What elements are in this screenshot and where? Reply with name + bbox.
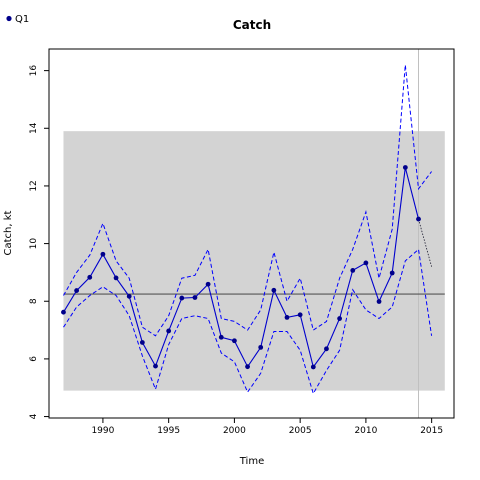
- data-point: [416, 216, 421, 222]
- x-tick-label: 2015: [420, 426, 443, 436]
- x-tick-label: 2005: [289, 426, 312, 436]
- data-point: [61, 309, 66, 315]
- y-tick-label: 8: [29, 298, 39, 304]
- y-axis-label: Catch, kt: [3, 210, 14, 255]
- chart-title: Catch: [233, 18, 271, 32]
- data-point: [153, 363, 158, 369]
- data-point: [310, 364, 316, 370]
- data-point: [113, 275, 119, 281]
- data-point: [363, 260, 369, 266]
- x-tick-label: 2000: [223, 426, 246, 436]
- data-point: [232, 338, 237, 344]
- legend-label: Q1: [15, 14, 29, 25]
- data-point: [192, 295, 198, 300]
- y-tick-label: 4: [29, 413, 39, 419]
- y-tick-label: 10: [29, 238, 39, 250]
- legend-marker: [6, 15, 12, 22]
- data-point: [87, 274, 93, 280]
- legend: Q1: [6, 14, 29, 25]
- data-point: [402, 165, 408, 170]
- data-point: [389, 270, 395, 276]
- y-tick-label: 14: [29, 122, 39, 134]
- data-point: [258, 344, 264, 350]
- x-axis-ticks: 1990 1995 2000 2005 2010 2015: [91, 418, 443, 436]
- data-point: [100, 251, 106, 257]
- data-point: [179, 295, 185, 301]
- data-point: [139, 340, 145, 345]
- data-point: [297, 312, 303, 318]
- data-point: [337, 316, 343, 321]
- data-point: [205, 281, 211, 287]
- projection-line: [418, 218, 432, 267]
- x-tick-label: 2010: [354, 426, 377, 436]
- lower-bound-line: [63, 248, 433, 395]
- data-point: [271, 287, 277, 293]
- y-tick-label: 12: [29, 180, 39, 191]
- data-point: [166, 328, 172, 334]
- data-point: [74, 288, 80, 293]
- x-tick-label: 1995: [157, 426, 180, 436]
- x-axis-label: Time: [239, 456, 264, 467]
- y-tick-label: 6: [29, 356, 39, 362]
- y-tick-label: 16: [29, 65, 39, 77]
- upper-bound-line: [63, 64, 432, 337]
- data-point: [324, 346, 329, 352]
- plot-area: [61, 49, 445, 418]
- x-tick-label: 1990: [91, 426, 114, 436]
- plot-frame: [48, 48, 455, 419]
- data-point: [218, 334, 224, 340]
- data-point: [126, 293, 132, 299]
- data-point: [245, 364, 250, 370]
- data-point: [284, 314, 290, 320]
- data-point: [350, 268, 356, 273]
- reference-band: [63, 131, 445, 391]
- y-axis-ticks: 4 6 8 10 12 14 16: [29, 65, 49, 419]
- data-point: [376, 299, 382, 304]
- series-line: [63, 167, 420, 369]
